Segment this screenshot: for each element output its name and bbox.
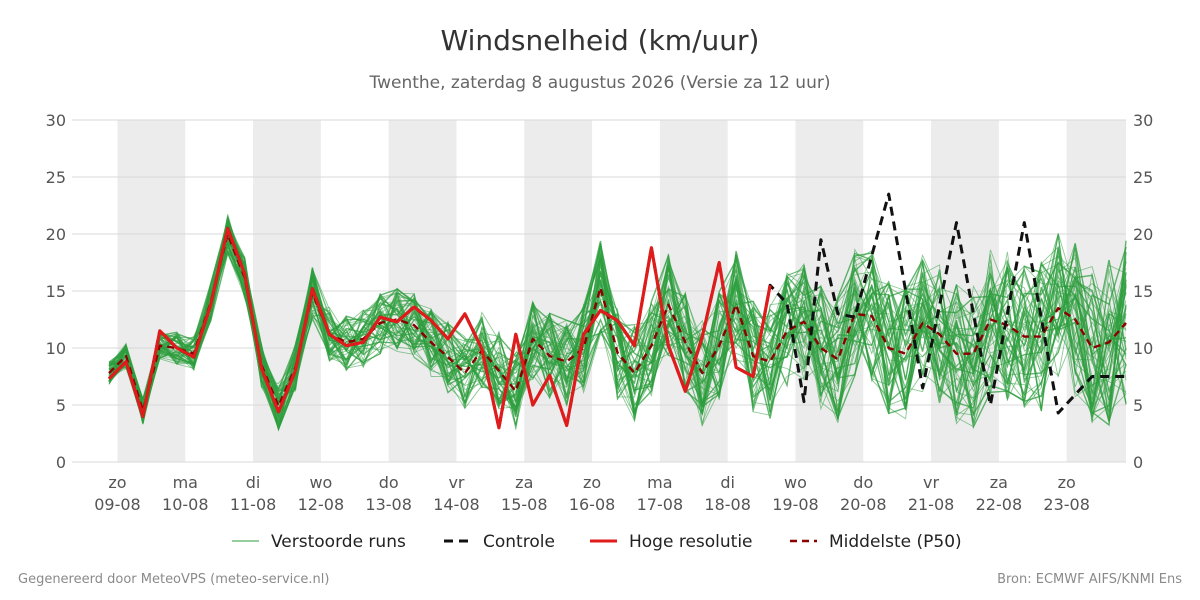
legend-label: Hoge resolutie	[629, 532, 753, 552]
series-line-hoge-resolutie	[107, 226, 772, 430]
series-line-middelste-p50-	[108, 232, 1127, 412]
x-tick-day: do	[379, 473, 399, 492]
ensemble-run-line	[108, 240, 1127, 423]
x-tick-date: 23-08	[1043, 495, 1090, 514]
x-tick-date: 11-08	[230, 495, 277, 514]
x-tick-date: 21-08	[908, 495, 955, 514]
x-tick-day: wo	[309, 473, 332, 492]
x-tick-day: vr	[448, 473, 464, 492]
y-tick-right: 15	[1133, 282, 1153, 301]
x-tick-day: za	[515, 473, 533, 492]
x-tick-day: za	[990, 473, 1008, 492]
y-tick-right: 20	[1133, 225, 1153, 244]
x-tick-date: 09-08	[94, 495, 141, 514]
x-tick-day: ma	[647, 473, 672, 492]
y-tick-left: 30	[46, 111, 66, 130]
y-tick-right: 0	[1133, 453, 1143, 472]
y-tick-right: 25	[1133, 168, 1153, 187]
x-tick-date: 14-08	[433, 495, 480, 514]
x-tick-day: ma	[173, 473, 198, 492]
axis-labels: 0 0 5 5 10 10 15 15 20 20 25 25 30 30 zo 09-08 ma 10-08 di…	[46, 111, 1154, 514]
legend-label: Verstoorde runs	[271, 532, 406, 552]
chart-title: Windsnelheid (km/uur)	[440, 24, 760, 57]
y-tick-left: 5	[56, 396, 66, 415]
y-tick-right: 30	[1133, 111, 1153, 130]
ensemble-run-line	[108, 221, 1127, 419]
main-series	[107, 192, 1127, 430]
y-tick-left: 25	[46, 168, 66, 187]
footer-generator: Gegenereerd door MeteoVPS (meteo-service…	[18, 572, 330, 587]
x-tick-day: di	[246, 473, 261, 492]
x-tick-day: vr	[923, 473, 939, 492]
x-tick-day: di	[720, 473, 735, 492]
y-tick-right: 5	[1133, 396, 1143, 415]
y-tick-left: 15	[46, 282, 66, 301]
y-tick-left: 0	[56, 453, 66, 472]
x-tick-day: zo	[108, 473, 126, 492]
legend-label: Middelste (P50)	[829, 532, 962, 552]
x-tick-date: 19-08	[772, 495, 819, 514]
y-tick-left: 10	[46, 339, 66, 358]
x-tick-day: wo	[784, 473, 807, 492]
legend-label: Controle	[483, 532, 555, 552]
x-tick-date: 12-08	[298, 495, 345, 514]
ensemble-run-line	[108, 233, 1127, 429]
x-tick-date: 18-08	[704, 495, 751, 514]
ensemble-run-line	[108, 237, 1127, 420]
y-tick-right: 10	[1133, 339, 1153, 358]
legend: Verstoorde runs Controle Hoge resolutie Mid…	[232, 532, 962, 552]
x-tick-date: 17-08	[637, 495, 684, 514]
ensemble-run-line	[108, 239, 1127, 421]
x-tick-day: do	[853, 473, 873, 492]
ensemble-run-line	[108, 232, 1127, 413]
chart-subtitle: Twenthe, zaterdag 8 augustus 2026 (Versi…	[369, 73, 831, 93]
x-tick-date: 20-08	[840, 495, 887, 514]
ensemble-run-line	[108, 217, 1127, 422]
x-tick-date: 16-08	[569, 495, 616, 514]
x-tick-date: 15-08	[501, 495, 548, 514]
x-tick-day: zo	[1058, 473, 1076, 492]
x-tick-day: zo	[583, 473, 601, 492]
y-tick-left: 20	[46, 225, 66, 244]
x-tick-date: 10-08	[162, 495, 209, 514]
ensemble-run-line	[108, 244, 1127, 424]
x-tick-date: 22-08	[976, 495, 1023, 514]
x-tick-date: 13-08	[365, 495, 412, 514]
footer-source: Bron: ECMWF AIFS/KNMI Ens	[997, 572, 1182, 587]
